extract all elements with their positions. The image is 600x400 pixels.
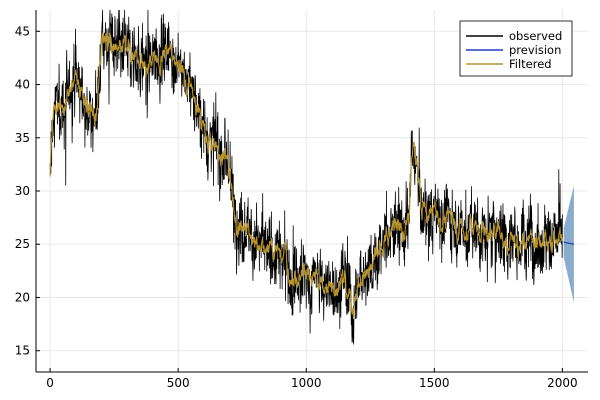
x-tick-label: 500	[167, 376, 190, 390]
x-tick-label: 1000	[291, 376, 322, 390]
forecast-band	[563, 185, 574, 303]
tick-labels: 0 500 1000 1500 2000 15 20 25 30 35 40 45	[15, 24, 578, 390]
legend-label-observed: observed	[509, 29, 562, 43]
y-tick-label: 35	[15, 131, 30, 145]
series-prevision	[563, 241, 575, 245]
series-filtered	[49, 32, 563, 320]
legend: observed prevision Filtered	[459, 20, 573, 77]
x-tick-label: 2000	[547, 376, 578, 390]
legend-label-prevision: prevision	[509, 43, 561, 57]
x-tick-label: 1500	[419, 376, 450, 390]
series-group	[49, 9, 575, 345]
y-tick-label: 15	[15, 344, 30, 358]
y-tick-label: 25	[15, 237, 30, 251]
y-tick-label: 40	[15, 78, 30, 92]
axes	[35, 10, 588, 373]
legend-label-filtered: Filtered	[509, 57, 552, 71]
y-tick-label: 30	[15, 184, 30, 198]
series-observed	[49, 9, 563, 345]
x-tick-label: 0	[46, 376, 54, 390]
forecast-confidence-band	[563, 185, 574, 303]
legend-box	[459, 20, 573, 77]
y-tick-label: 45	[15, 24, 30, 38]
y-tick-label: 20	[15, 290, 30, 304]
